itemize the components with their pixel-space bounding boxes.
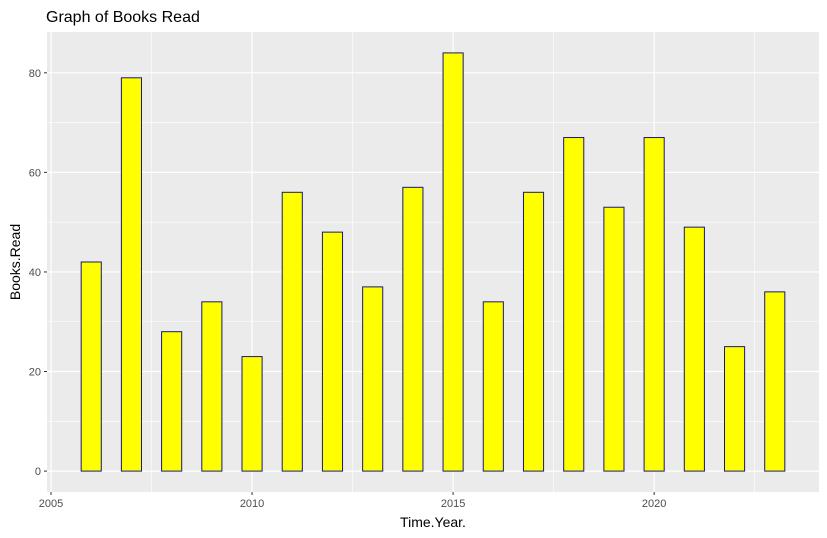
bar-2020 (643, 137, 665, 472)
bar-2012 (321, 231, 344, 472)
x-tick-label: 2020 (642, 498, 666, 510)
x-axis: 2005 2010 2015 2020 (39, 492, 666, 510)
bar-2008 (161, 331, 183, 472)
bar-2023 (764, 291, 786, 472)
bar-2019 (603, 206, 625, 472)
bar-2006 (80, 261, 102, 472)
bars (80, 52, 786, 472)
y-tick-label: 20 (29, 367, 41, 379)
x-tick-label: 2015 (441, 498, 465, 510)
bar-2015 (442, 52, 464, 472)
bar-2021 (683, 226, 705, 472)
y-tick-label: 80 (29, 68, 41, 80)
y-axis: 0 20 40 60 80 (29, 68, 47, 478)
bar-2016 (482, 301, 504, 472)
y-tick-label: 0 (35, 466, 41, 478)
bar-2013 (362, 286, 384, 472)
bar-2007 (120, 77, 142, 472)
y-tick-label: 60 (29, 167, 41, 179)
x-tick-label: 2010 (240, 498, 264, 510)
bar-2017 (522, 191, 545, 472)
bar-2022 (724, 346, 746, 472)
bar-2009 (201, 301, 223, 472)
x-axis-title: Time.Year. (400, 514, 466, 530)
x-tick-label: 2005 (39, 498, 63, 510)
bar-2010 (241, 356, 263, 472)
chart-title: Graph of Books Read (46, 9, 200, 26)
y-tick-label: 40 (29, 267, 41, 279)
bar-2018 (563, 137, 585, 472)
bar-2011 (281, 191, 303, 472)
y-axis-title: Books.Read (7, 224, 23, 300)
bar-2014 (402, 186, 424, 472)
